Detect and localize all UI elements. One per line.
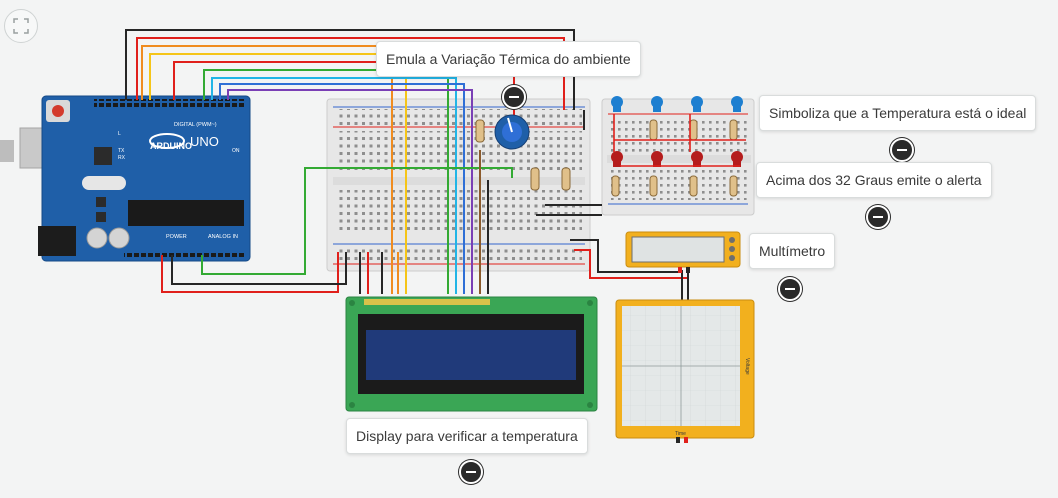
power-jack xyxy=(38,226,76,256)
arduino-logo xyxy=(149,133,185,149)
atmega-chip xyxy=(128,200,244,226)
arduino-model-label: UNO xyxy=(190,134,219,149)
arduino-brand-label: ARDUINO xyxy=(150,141,192,151)
note-thermal-variation[interactable]: Emula a Variação Térmica do ambiente xyxy=(376,41,641,77)
power-analog-header xyxy=(124,251,244,259)
note-ideal-temperature[interactable]: Simboliza que a Temperatura está o ideal xyxy=(759,95,1037,131)
main-breadboard[interactable] xyxy=(326,98,591,272)
note-alert-temperature[interactable]: Acima dos 32 Graus emite o alerta xyxy=(756,162,992,198)
oscilloscope-time-label: Time xyxy=(675,431,686,437)
tx-label: TX xyxy=(118,148,125,154)
potentiometer[interactable] xyxy=(494,114,530,150)
analog-label: ANALOG IN xyxy=(208,234,238,240)
lcd-display[interactable] xyxy=(345,296,598,412)
resistors-main xyxy=(475,119,571,191)
l-label: L xyxy=(118,131,121,137)
collapse-note-icon[interactable] xyxy=(890,138,914,162)
on-label: ON xyxy=(232,148,240,154)
usb-chip xyxy=(94,147,112,165)
fit-to-view-button[interactable] xyxy=(4,9,38,43)
note-display[interactable]: Display para verificar a temperatura xyxy=(346,418,588,454)
collapse-note-icon[interactable] xyxy=(502,85,526,109)
fit-to-view-icon xyxy=(13,18,29,34)
led-resistors xyxy=(611,114,746,197)
collapse-note-icon[interactable] xyxy=(866,205,890,229)
crystal xyxy=(82,176,126,190)
collapse-note-icon[interactable] xyxy=(778,277,802,301)
collapse-note-icon[interactable] xyxy=(459,460,483,484)
oscilloscope-voltage-label: Voltage xyxy=(744,358,750,375)
multimeter[interactable] xyxy=(625,231,741,273)
wires xyxy=(125,29,689,300)
power-label: POWER xyxy=(166,234,187,240)
rx-label: RX xyxy=(118,155,126,161)
blue-leds xyxy=(611,96,743,112)
note-multimeter[interactable]: Multímetro xyxy=(749,233,836,269)
red-leds xyxy=(611,151,743,167)
digital-header xyxy=(94,99,244,107)
digital-label: DIGITAL (PWM~) xyxy=(174,122,217,128)
arduino-uno-board[interactable]: ARDUINO UNO DIGITAL (PWM~) POWER ANALOG … xyxy=(38,95,251,262)
led-breadboard[interactable] xyxy=(601,98,755,216)
oscilloscope[interactable]: Time Voltage xyxy=(615,299,755,443)
